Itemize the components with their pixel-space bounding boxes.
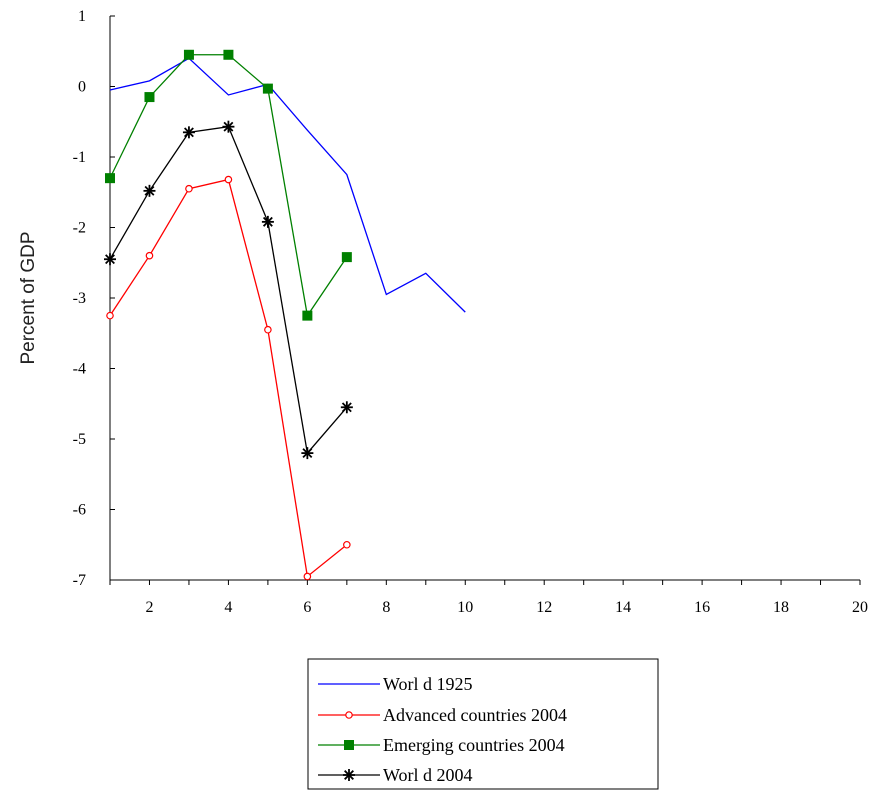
data-point-circle (303, 572, 312, 581)
legend-box (307, 658, 659, 790)
x-tick-label: 6 (303, 599, 311, 616)
y-tick-label: 1 (78, 8, 86, 25)
axes: 10-1-2-3-4-5-6-72 4 6 8 10 12 14 16 18 20 (73, 8, 868, 616)
data-point-square (183, 49, 194, 60)
legend-entry-label: Advanced countries 2004 (383, 705, 567, 725)
data-point-circle (343, 540, 351, 549)
legend-entry-label: Emerging countries 2004 (383, 735, 565, 755)
data-point-circle (264, 325, 272, 334)
data-point-square (341, 252, 352, 263)
series-line (109, 178, 348, 578)
y-tick-label: 0 (78, 79, 86, 96)
data-point-asterisk (143, 184, 156, 197)
y-tick-label: -1 (73, 149, 86, 166)
y-tick-label: -5 (73, 431, 86, 448)
y-tick-label: -3 (73, 290, 86, 307)
y-tick-label: -6 (73, 502, 86, 519)
data-point-asterisk (261, 215, 274, 228)
data-point-square (262, 83, 273, 94)
legend-entry-label: Worl d 1925 (383, 674, 473, 694)
data-point-circle (106, 311, 114, 320)
y-tick-label: -2 (73, 220, 86, 237)
x-tick-label: 2 (145, 599, 153, 616)
x-tick-label: 14 (615, 599, 631, 616)
x-tick-label: 10 (457, 599, 473, 616)
legend-entry-label: Worl d 2004 (383, 765, 473, 785)
legend: Worl d 1925 Advanced countries 2004 Emergi… (307, 658, 659, 790)
x-tick-label: 12 (536, 599, 552, 616)
data-point-asterisk (182, 126, 195, 139)
data-point-square (105, 173, 115, 184)
x-tick-label: 20 (852, 599, 868, 616)
x-tick-label: 18 (773, 599, 789, 616)
series-line (109, 125, 348, 455)
data-point-asterisk (340, 401, 353, 414)
data-point-square (344, 740, 354, 750)
data-point-square (223, 49, 234, 60)
series-lines (104, 49, 466, 581)
y-axis-label: Percent of GDP (18, 231, 39, 364)
x-tick-label: 16 (694, 599, 710, 616)
data-point-circle (145, 251, 154, 260)
data-point-square (144, 92, 155, 103)
data-point-circle (224, 175, 233, 184)
y-tick-label: -7 (73, 572, 86, 589)
data-point-square (302, 310, 313, 321)
data-point-asterisk (222, 120, 235, 133)
y-tick-label: -4 (73, 361, 86, 378)
x-tick-label: 8 (382, 599, 390, 616)
data-point-circle (345, 711, 353, 719)
data-point-asterisk (343, 769, 355, 781)
series-line (109, 57, 466, 313)
data-point-asterisk (104, 253, 116, 266)
data-point-circle (185, 184, 193, 193)
x-tick-label: 4 (224, 599, 232, 616)
data-point-asterisk (301, 447, 314, 460)
